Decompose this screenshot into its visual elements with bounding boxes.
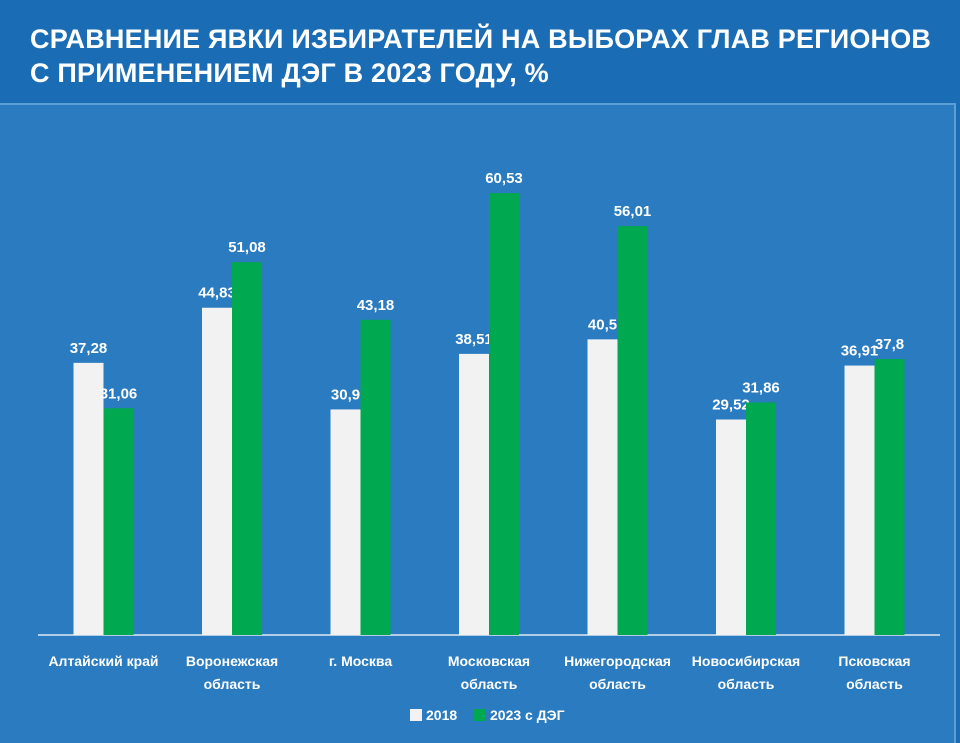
bar-series1-5 xyxy=(716,419,746,635)
category-label-2: г. Москва xyxy=(329,653,392,669)
bar-series2-1 xyxy=(232,262,262,635)
category-label-3-line-1: Московская xyxy=(448,653,530,669)
legend-swatch-series1 xyxy=(410,709,422,721)
bar-series2-3 xyxy=(489,193,519,636)
category-label-0: Алтайский край xyxy=(48,653,158,669)
data-label-series1-4: 40,5 xyxy=(588,316,617,333)
data-label-series1-1: 44,83 xyxy=(198,285,236,302)
bar-series1-0 xyxy=(73,362,104,635)
data-label-series2-1: 51,08 xyxy=(228,239,266,256)
bar-series1-3 xyxy=(459,353,489,635)
bar-series1-1 xyxy=(202,307,232,635)
category-label-6-line-1: Псковская xyxy=(838,653,910,669)
data-label-series1-3: 38,51 xyxy=(455,331,493,348)
data-label-series2-2: 43,18 xyxy=(357,297,395,314)
chart-title-line-2: С ПРИМЕНЕНИЕМ ДЭГ В 2023 ГОДУ, % xyxy=(30,58,549,88)
data-label-series2-0: 31,06 xyxy=(100,385,138,402)
bar-series1-4 xyxy=(587,339,618,635)
data-label-series1-5: 29,52 xyxy=(712,397,750,414)
data-label-series1-0: 37,28 xyxy=(70,340,108,357)
category-label-1-line-2: область xyxy=(204,676,261,692)
category-label-4-line-1: Нижегородская xyxy=(564,653,671,669)
data-label-series1-6: 36,91 xyxy=(841,343,879,360)
category-label-1-line-1: Воронежская xyxy=(186,653,278,669)
chart-title-line-1: СРАВНЕНИЕ ЯВКИ ИЗБИРАТЕЛЕЙ НА ВЫБОРАХ ГЛ… xyxy=(30,24,932,54)
category-label-6-line-2: область xyxy=(846,676,903,692)
data-label-series2-4: 56,01 xyxy=(614,203,652,220)
data-label-series1-2: 30,9 xyxy=(331,386,360,403)
chart-title: СРАВНЕНИЕ ЯВКИ ИЗБИРАТЕЛЕЙ НА ВЫБОРАХ ГЛ… xyxy=(30,22,940,90)
bar-series2-5 xyxy=(746,402,776,635)
bar-series2-6 xyxy=(874,359,905,635)
category-label-3-line-2: область xyxy=(461,676,518,692)
data-label-series2-6: 37,8 xyxy=(875,336,904,353)
bar-series2-4 xyxy=(617,226,648,635)
bar-series1-6 xyxy=(844,365,875,635)
category-label-4-line-2: область xyxy=(589,676,646,692)
category-label-5-line-2: область xyxy=(718,676,775,692)
category-label-5-line-1: Новосибирская xyxy=(692,653,800,669)
bar-series2-0 xyxy=(103,408,134,635)
bar-series2-2 xyxy=(360,319,391,635)
data-label-series2-5: 31,86 xyxy=(742,379,780,396)
data-label-series2-3: 60,53 xyxy=(485,170,523,187)
legend-label-series1: 2018 xyxy=(426,707,457,723)
bar-series1-2 xyxy=(330,409,361,635)
legend-swatch-series2 xyxy=(474,709,486,721)
legend-label-series2: 2023 с ДЭГ xyxy=(490,707,565,723)
